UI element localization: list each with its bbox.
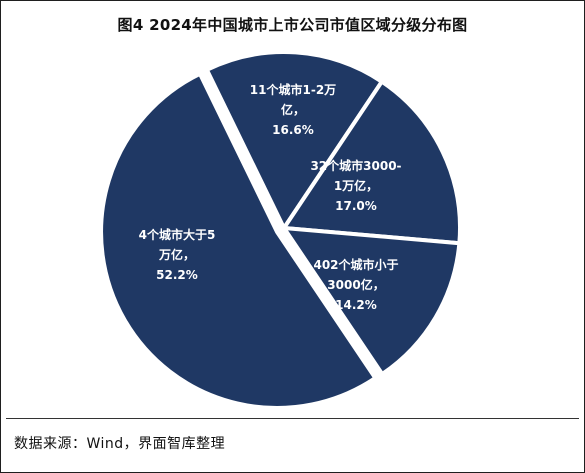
slice-label-line: 32个城市3000- [310, 158, 401, 173]
slice-label-line: 4个城市大于5 [139, 227, 216, 242]
slice-label-4: 4个城市大于5 万亿， 52.2% [139, 227, 216, 282]
slice-label-line: 52.2% [156, 268, 198, 282]
slice-label-line: 万亿， [158, 247, 195, 262]
data-source-note: 数据来源：Wind，界面智库整理 [14, 436, 226, 452]
slice-label-line: 3000亿， [327, 277, 384, 292]
pie-slice-4 [99, 71, 379, 410]
slice-label-line: 402个城市小于 [313, 257, 398, 272]
slice-label-line: 11个城市1-2万 [250, 82, 336, 97]
slice-label-line: 17.0% [335, 199, 377, 213]
pie-chart: 11个城市1-2万亿， 16.6% 32个城市3000- 1万亿， 17.0% 402个城… [99, 50, 462, 410]
pie-slice-3 [280, 225, 462, 377]
slice-label-line: 16.6% [272, 123, 314, 137]
slice-label-1: 11个城市1-2万亿， 16.6% [250, 82, 336, 137]
pie-slice-2 [280, 78, 462, 246]
slice-label-line: 亿， [281, 102, 305, 117]
chart-title: 图4 2024年中国城市上市公司市值区域分级分布图 [117, 16, 468, 34]
slice-label-line: 1万亿， [334, 178, 378, 193]
footer-divider [6, 418, 579, 419]
slice-label-line: 14.2% [335, 298, 377, 312]
pie-slice-1 [204, 50, 385, 233]
slice-label-2: 32个城市3000- 1万亿， 17.0% [310, 158, 401, 213]
slice-label-3: 402个城市小于 3000亿， 14.2% [313, 257, 398, 312]
